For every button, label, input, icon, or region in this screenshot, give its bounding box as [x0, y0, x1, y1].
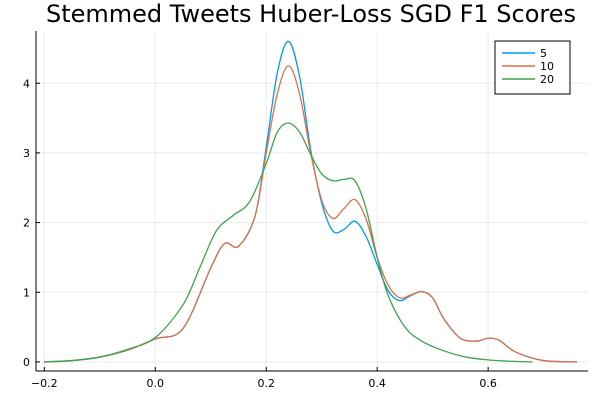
- y-tick-label: 0: [23, 356, 30, 369]
- series-layer: [44, 40, 577, 363]
- chart-title: Stemmed Tweets Huber-Loss SGD F1 Scores: [46, 0, 576, 28]
- x-tick-label: 0.0: [147, 377, 165, 390]
- y-tick-label: 1: [23, 286, 30, 299]
- legend-box: [494, 40, 571, 95]
- series-line-10: [44, 65, 577, 363]
- x-tick-label: 0.2: [257, 377, 275, 390]
- y-tick-label: 4: [23, 77, 30, 90]
- y-tick-label: 2: [23, 217, 30, 230]
- legend-label-5: 5: [540, 47, 547, 60]
- x-tick-label: −0.2: [31, 377, 58, 390]
- x-tick-label: 0.4: [368, 377, 386, 390]
- legend-label-20: 20: [540, 73, 554, 86]
- series-line-20: [44, 122, 533, 363]
- legend-label-10: 10: [540, 60, 554, 73]
- axis-layer: −0.2 0.0 0.2 0.4 0.6 0 1 2 3 4: [23, 31, 588, 390]
- y-tick-label: 3: [23, 147, 30, 160]
- x-tick-label: 0.6: [479, 377, 497, 390]
